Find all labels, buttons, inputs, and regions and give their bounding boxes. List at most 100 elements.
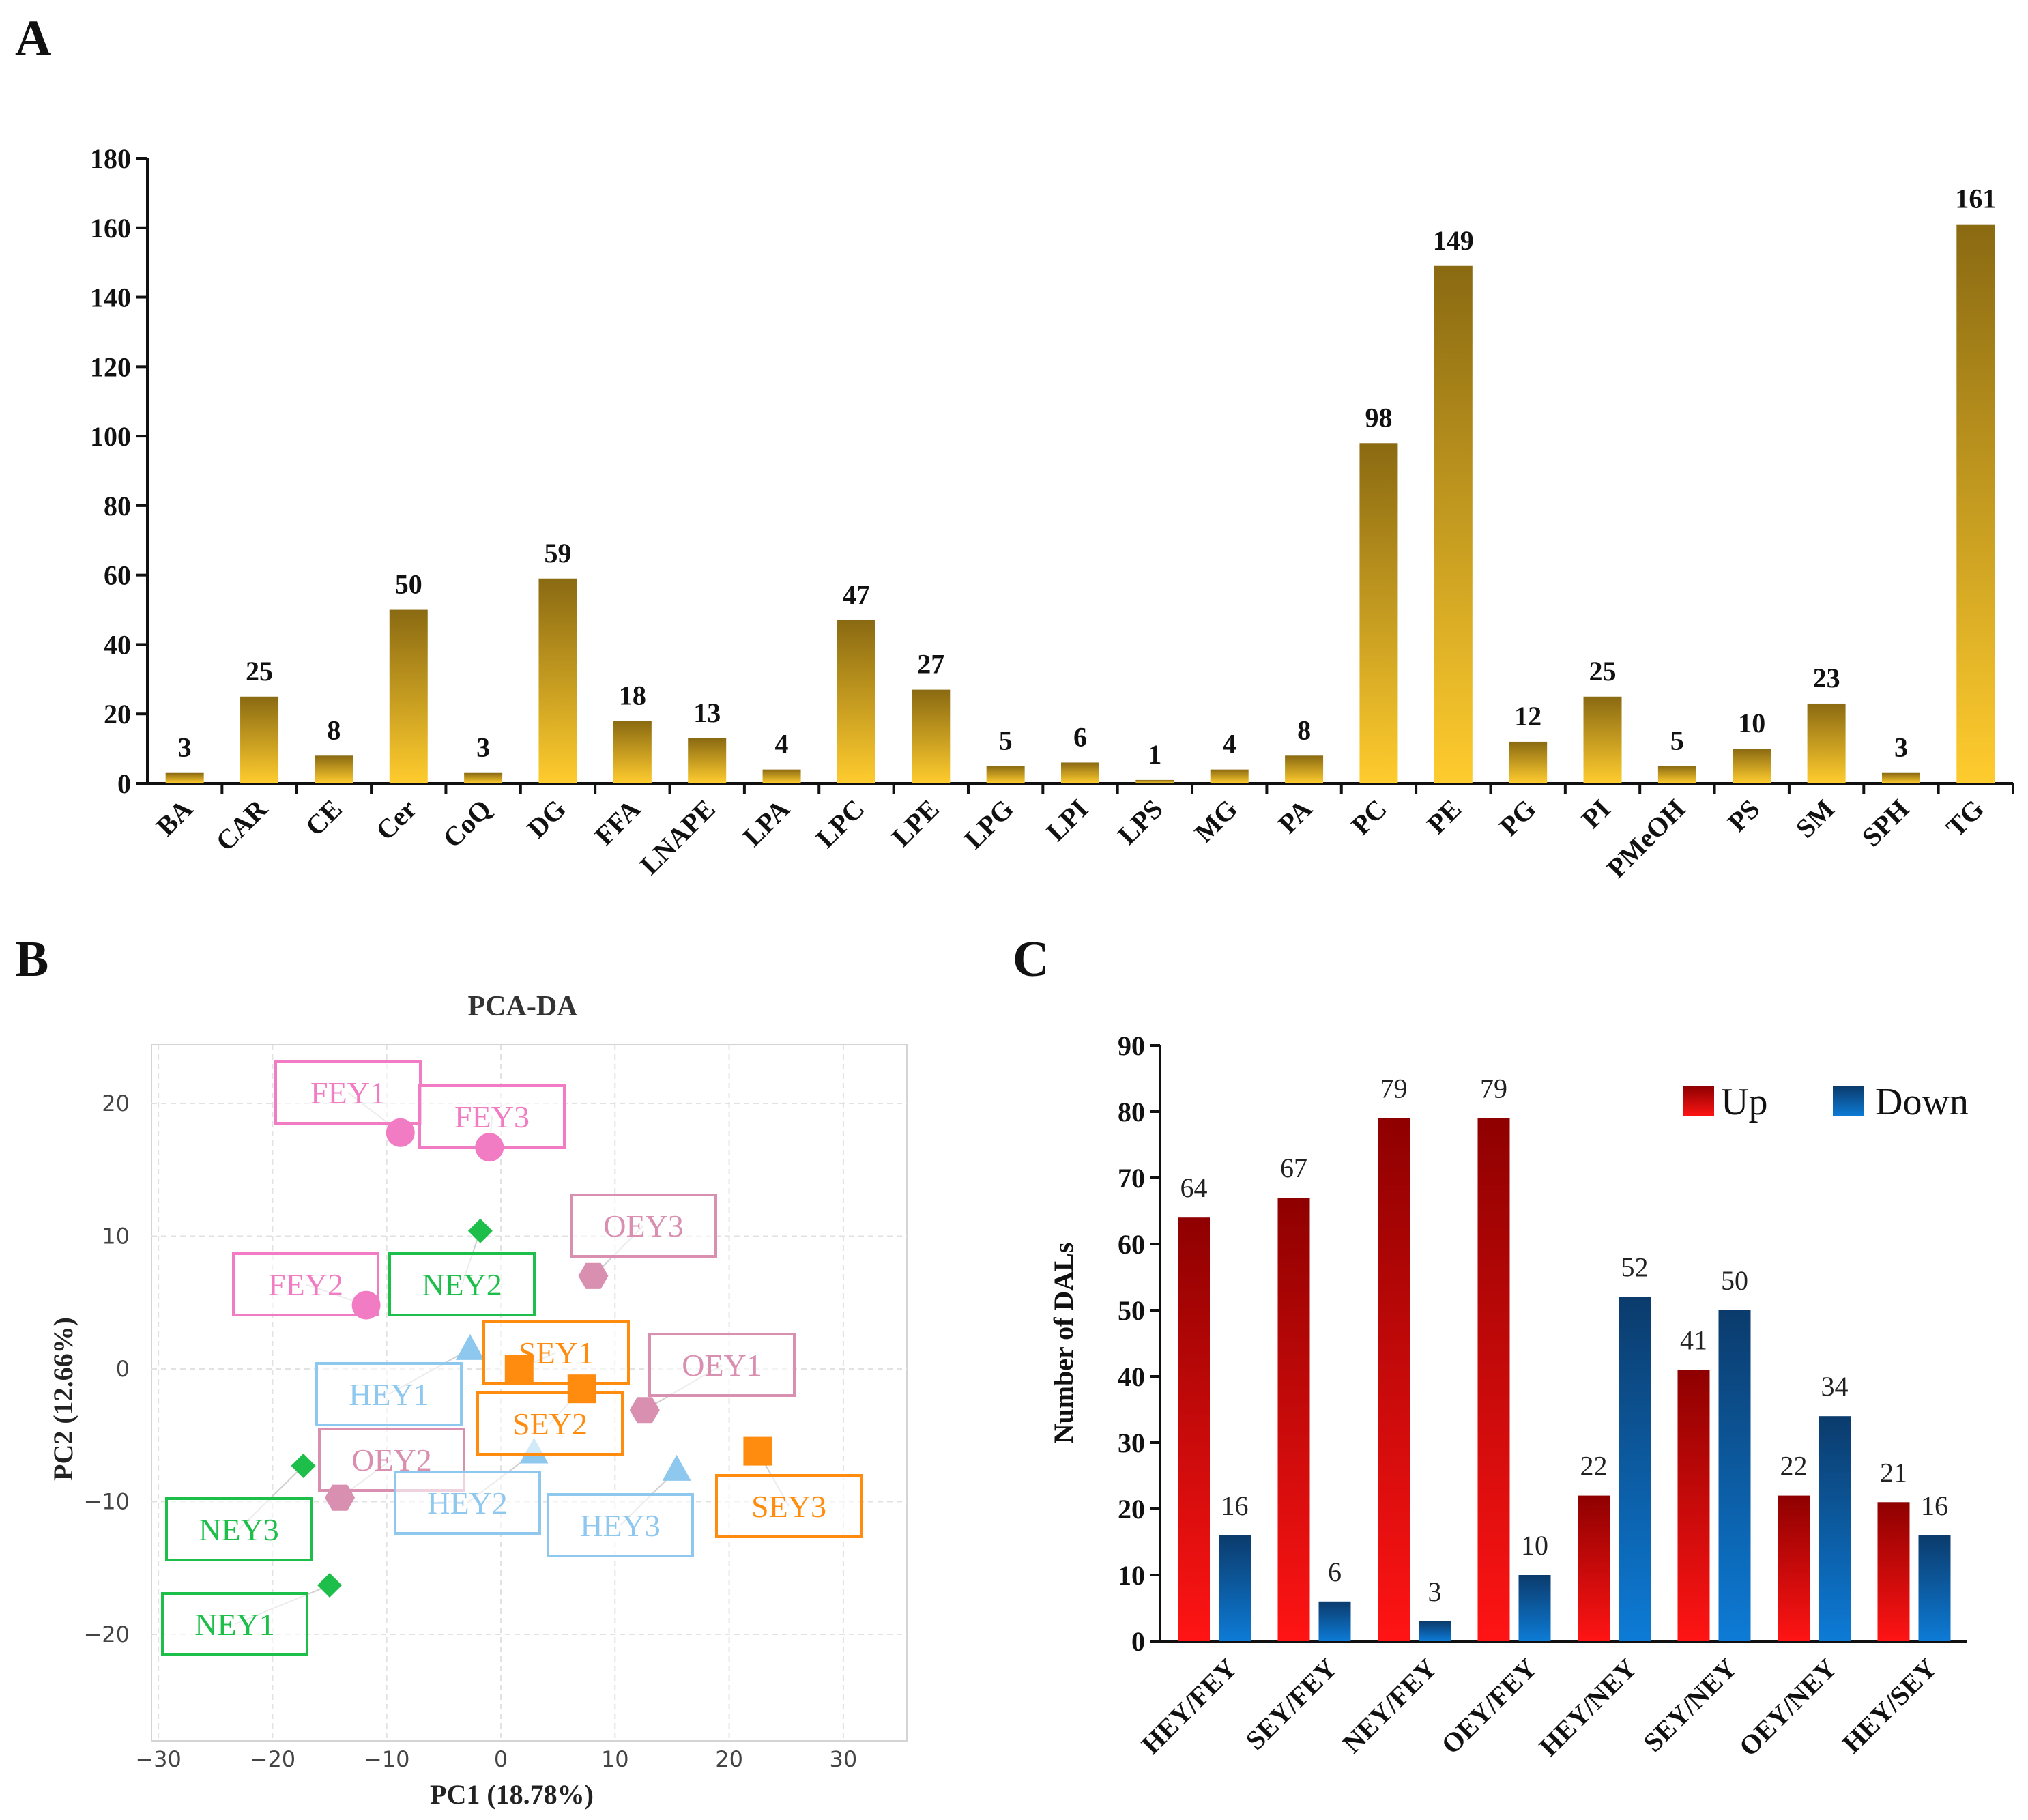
x-tick-label: −10 bbox=[364, 1746, 410, 1772]
label-box-hey3 bbox=[547, 1493, 694, 1557]
label-box-hey1 bbox=[315, 1362, 463, 1426]
bar-down-sey-ney bbox=[1718, 1310, 1751, 1641]
data-label-down: 34 bbox=[1821, 1371, 1849, 1402]
data-label: 25 bbox=[1589, 656, 1617, 687]
y-tick-label: 80 bbox=[1118, 1097, 1145, 1127]
y-tick-label: 40 bbox=[104, 629, 131, 660]
data-label-down: 16 bbox=[1221, 1490, 1249, 1521]
y-tick-label: 90 bbox=[1118, 1030, 1145, 1061]
data-label: 6 bbox=[1073, 721, 1087, 752]
x-tick-label: MG bbox=[1189, 794, 1244, 849]
y-tick-label: −20 bbox=[83, 1621, 130, 1647]
point-label-sey3: SEY3 bbox=[751, 1489, 826, 1524]
bar-coq bbox=[464, 772, 503, 783]
y-tick-label: 70 bbox=[1118, 1163, 1145, 1194]
panel-label-c: C bbox=[1013, 931, 1049, 987]
bar-down-hey-ney bbox=[1619, 1297, 1651, 1641]
bar-up-ney-fey bbox=[1378, 1118, 1410, 1641]
y-tick-label: 10 bbox=[1118, 1560, 1145, 1591]
data-label: 3 bbox=[1894, 732, 1908, 763]
bar-mg bbox=[1210, 769, 1249, 783]
bar-lps bbox=[1135, 779, 1174, 783]
point-label-hey2: HEY2 bbox=[427, 1486, 508, 1520]
bar-ffa bbox=[613, 721, 652, 783]
point-ney2 bbox=[467, 1218, 493, 1243]
y-tick-label: 60 bbox=[1118, 1229, 1145, 1260]
bar-up-hey-fey bbox=[1178, 1217, 1210, 1641]
label-box-hey2 bbox=[394, 1471, 541, 1535]
y-tick-label: 80 bbox=[104, 491, 131, 521]
point-label-ney3: NEY3 bbox=[199, 1512, 279, 1547]
x-tick-label: LPC bbox=[810, 794, 870, 854]
bar-sph bbox=[1881, 772, 1920, 783]
x-tick-label: −20 bbox=[250, 1746, 296, 1772]
x-tick-label: LPI bbox=[1040, 794, 1094, 848]
x-tick-label: LPS bbox=[1112, 794, 1169, 851]
x-tick-label: Cer bbox=[370, 794, 422, 846]
chart-b-title: PCA-DA bbox=[468, 991, 579, 1022]
label-box-ney2 bbox=[388, 1252, 536, 1316]
bar-down-oey-ney bbox=[1819, 1416, 1851, 1641]
bar-lpi bbox=[1061, 762, 1099, 783]
data-label: 8 bbox=[1297, 714, 1311, 745]
bar-up-hey-sey bbox=[1877, 1502, 1910, 1641]
y-tick-label: 40 bbox=[1118, 1361, 1145, 1392]
panel-label-b: B bbox=[15, 931, 48, 987]
x-tick-label: PI bbox=[1576, 794, 1617, 835]
data-label: 50 bbox=[395, 569, 422, 600]
x-tick-label: BA bbox=[150, 793, 199, 841]
point-label-hey1: HEY1 bbox=[349, 1377, 429, 1412]
panel-label-a: A bbox=[15, 10, 51, 66]
bar-lpc bbox=[837, 620, 875, 783]
legend-label-down: Down bbox=[1875, 1081, 1969, 1123]
label-box-sey1 bbox=[482, 1320, 630, 1385]
legend-swatch-down bbox=[1833, 1086, 1864, 1116]
data-label: 8 bbox=[327, 714, 341, 745]
y-tick-label: 10 bbox=[102, 1224, 130, 1250]
data-label: 5 bbox=[999, 725, 1013, 756]
bar-pi bbox=[1583, 696, 1622, 783]
data-label-up: 22 bbox=[1580, 1451, 1608, 1482]
data-label: 98 bbox=[1365, 402, 1392, 433]
point-label-ney1: NEY1 bbox=[194, 1607, 275, 1642]
bar-pc bbox=[1359, 443, 1398, 783]
label-box-oey3 bbox=[570, 1194, 717, 1258]
data-label: 4 bbox=[1223, 729, 1236, 760]
x-tick-label: 0 bbox=[494, 1746, 508, 1772]
bar-down-hey-fey bbox=[1219, 1535, 1251, 1641]
x-tick-label: PG bbox=[1493, 794, 1541, 842]
x-tick-label: CAR bbox=[209, 793, 274, 857]
x-tick-label: FFA bbox=[588, 793, 646, 851]
data-label: 3 bbox=[476, 732, 490, 763]
x-tick-label: PS bbox=[1722, 794, 1766, 838]
data-label-down: 3 bbox=[1428, 1576, 1442, 1607]
bar-down-sey-fey bbox=[1318, 1601, 1351, 1641]
bar-down-ney-fey bbox=[1419, 1621, 1451, 1641]
x-tick-label: CoQ bbox=[437, 794, 497, 854]
chart-c-legend: Up Down bbox=[1683, 1081, 1969, 1123]
data-label-down: 10 bbox=[1521, 1530, 1548, 1561]
point-fey3 bbox=[475, 1133, 504, 1162]
data-label-up: 22 bbox=[1780, 1451, 1808, 1482]
x-tick-label: HEY/NEY bbox=[1533, 1652, 1643, 1762]
y-tick-label: 0 bbox=[117, 768, 131, 799]
x-tick-label: HEY/FEY bbox=[1135, 1652, 1243, 1760]
point-label-fey1: FEY1 bbox=[310, 1075, 386, 1110]
point-label-oey3: OEY3 bbox=[603, 1209, 684, 1243]
y-tick-label: 180 bbox=[90, 143, 131, 174]
legend-label-up: Up bbox=[1721, 1081, 1767, 1123]
x-tick-label: HEY/SEY bbox=[1836, 1652, 1943, 1759]
data-label-up: 67 bbox=[1280, 1153, 1307, 1183]
bar-ps bbox=[1733, 749, 1771, 783]
x-tick-label: OEY/FEY bbox=[1435, 1652, 1543, 1760]
data-label: 161 bbox=[1955, 184, 1996, 214]
y-tick-label: 140 bbox=[90, 283, 131, 313]
point-sey3 bbox=[743, 1436, 772, 1466]
bar-up-sey-fey bbox=[1277, 1198, 1310, 1641]
data-label-down: 50 bbox=[1721, 1265, 1748, 1296]
x-tick-label: SPH bbox=[1855, 794, 1915, 853]
bar-up-sey-ney bbox=[1677, 1370, 1710, 1641]
data-label-up: 79 bbox=[1480, 1073, 1507, 1104]
bar-cer bbox=[389, 609, 428, 783]
x-tick-label: 30 bbox=[830, 1746, 858, 1772]
